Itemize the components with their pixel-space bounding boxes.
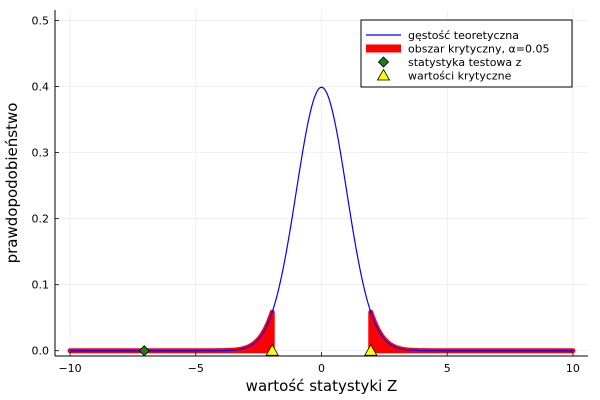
density-line (70, 86, 573, 352)
legend-box (360, 19, 573, 88)
tick-labels: −10 −5 0 5 10 0.0 0.1 0.2 0.3 0.4 0.5 (32, 15, 580, 375)
x-tick-label: 5 (444, 362, 451, 375)
y-tick-label: 0.1 (32, 279, 50, 292)
legend-label-critical-values: wartości krytyczne (408, 70, 512, 83)
legend: gęstość teoretyczna obszar krytyczny, α=… (360, 19, 573, 88)
legend-label-test-statistic: statystyka testowa z (408, 56, 522, 69)
axes (54, 10, 588, 357)
x-tick-label: −5 (188, 362, 204, 375)
legend-label-density: gęstość teoretyczna (408, 29, 519, 42)
y-axis-title: prawdopodobieństwo (3, 103, 21, 264)
y-tick-label: 0.2 (32, 213, 50, 226)
y-tick-label: 0.5 (32, 15, 50, 28)
x-axis-title: wartość statystyki Z (246, 377, 398, 395)
critical-value-marker (364, 343, 378, 356)
y-tick-label: 0.3 (32, 147, 50, 160)
x-tick-label: −10 (58, 362, 81, 375)
x-tick-label: 0 (318, 362, 325, 375)
test-statistic-marker (138, 345, 150, 357)
legend-symbol-critical-area (366, 44, 401, 53)
markers (138, 343, 378, 357)
critical-value-marker (265, 343, 279, 356)
legend-symbol-critical-values (376, 68, 391, 81)
legend-label-critical-area: obszar krytyczny, α=0.05 (408, 43, 549, 56)
legend-symbol-test-statistic (377, 56, 390, 68)
y-tick-label: 0.0 (32, 345, 50, 358)
density-curve (70, 86, 573, 352)
x-tick-label: 10 (566, 362, 580, 375)
y-tick-label: 0.4 (32, 81, 50, 94)
